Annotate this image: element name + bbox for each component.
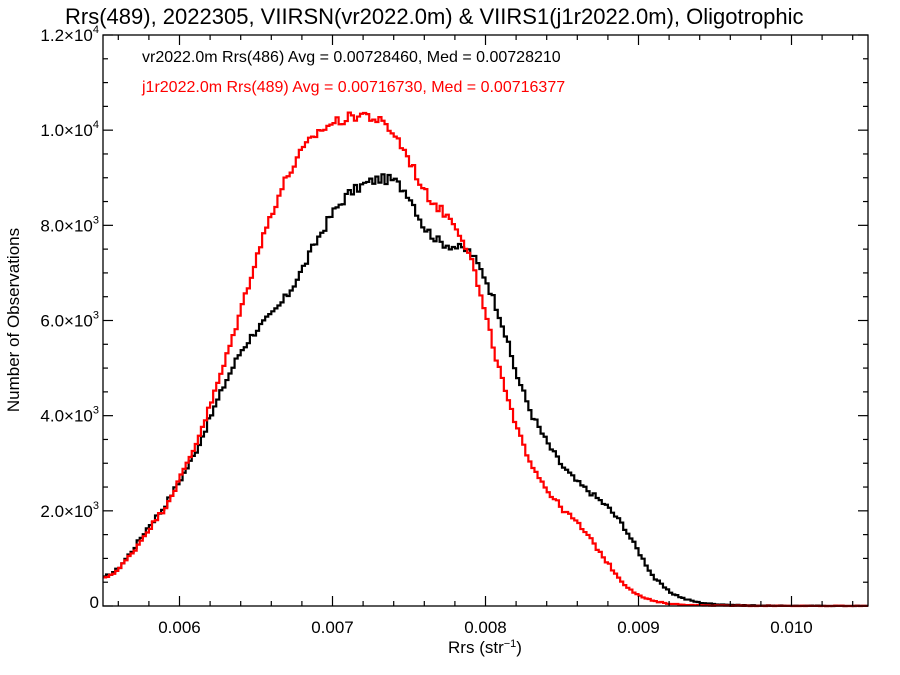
y-axis-label: Number of Observations [4,228,23,412]
tick-label-layer: 0.006 0.007 0.008 0.009 0.010 0 2.0×103 4.0×103… [40,24,812,637]
tick-layer [103,34,868,607]
series-layer [103,111,868,608]
chart-title: Rrs(489), 2022305, VIIRSN(vr2022.0m) & V… [65,4,804,29]
histogram-series-1 [103,111,868,608]
y-tick-label: 1.0×104 [40,119,99,140]
histogram-series-0 [103,173,868,608]
x-axis-label: Rrs (str−1) [448,638,522,657]
y-tick-label: 2.0×103 [40,500,99,521]
x-tick-label: 0.009 [617,618,660,637]
x-tick-label: 0.006 [158,618,201,637]
x-axis-label-superscript: −1 [504,638,517,650]
y-tick-label: 4.0×103 [40,405,99,426]
x-tick-label: 0.008 [464,618,507,637]
legend-entry-j1r2022: j1r2022.0m Rrs(489) Avg = 0.00716730, Me… [141,79,565,96]
legend-entry-vr2022: vr2022.0m Rrs(486) Avg = 0.00728460, Med… [142,49,561,66]
y-tick-label: 8.0×103 [40,214,99,235]
y-tick-label: 0 [90,593,99,612]
x-axis-label-main: Rrs (str [448,638,504,657]
x-tick-label: 0.010 [770,618,813,637]
x-tick-label: 0.007 [311,618,354,637]
plot-frame [102,34,869,607]
y-tick-label: 1.2×104 [40,24,99,45]
y-tick-label: 6.0×103 [40,310,99,331]
x-axis-label-suffix: ) [516,638,522,657]
